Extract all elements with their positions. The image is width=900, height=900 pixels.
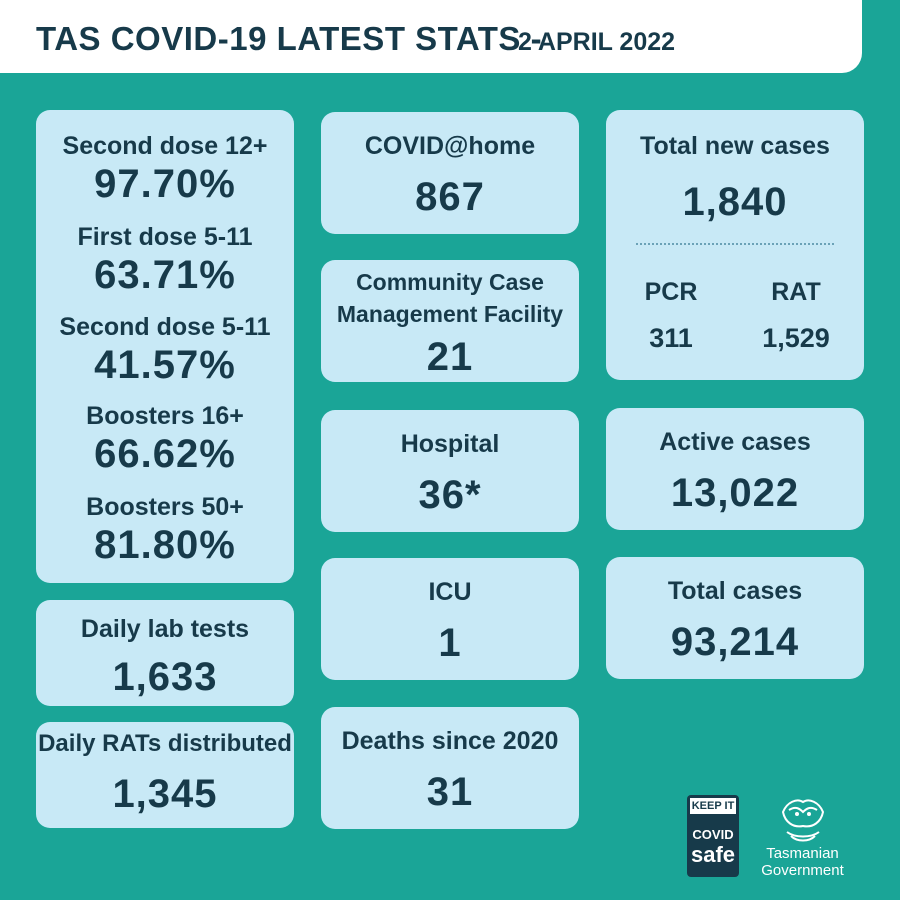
active-cases-card: Active cases 13,022 xyxy=(606,408,864,530)
total-cases-value: 93,214 xyxy=(670,620,800,664)
rat-label: RAT xyxy=(771,278,821,306)
deaths-value: 31 xyxy=(426,770,474,814)
covid-safe-keep-text: KEEP IT xyxy=(690,798,736,814)
new-cases-card: Total new cases 1,840 PCR RAT 311 1,529 xyxy=(606,110,864,380)
rat-value: 1,529 xyxy=(762,323,830,353)
covid-safe-logo: KEEP IT COVID safe xyxy=(687,795,739,877)
tasmanian-devil-icon xyxy=(781,799,825,842)
icu-card: ICU 1 xyxy=(321,558,579,680)
pcr-label: PCR xyxy=(644,278,698,306)
vaccination-label: Second dose 5-11 xyxy=(59,313,271,341)
divider xyxy=(636,243,834,245)
ccmf-card: Community Case Management Facility 21 xyxy=(321,260,579,382)
header-bar: TAS COVID-19 LATEST STATS - 2 APRIL 2022 xyxy=(0,0,862,73)
hospital-card: Hospital 36* xyxy=(321,410,579,532)
daily-lab-tests-value: 1,633 xyxy=(112,655,218,699)
covid-at-home-label: COVID@home xyxy=(364,132,536,160)
page-title: TAS COVID-19 LATEST STATS - xyxy=(36,20,543,57)
vaccination-label: Boosters 50+ xyxy=(86,493,244,521)
icu-label: ICU xyxy=(428,578,472,606)
daily-rats-value: 1,345 xyxy=(112,772,218,816)
total-cases-card: Total cases 93,214 xyxy=(606,557,864,679)
daily-rats-label: Daily RATs distributed xyxy=(38,730,292,757)
icu-value: 1 xyxy=(438,621,462,665)
daily-rats-card: Daily RATs distributed 1,345 xyxy=(36,722,294,828)
ccmf-label-line2: Management Facility xyxy=(336,301,564,327)
vaccination-value: 97.70% xyxy=(94,162,236,206)
vaccination-label: Second dose 12+ xyxy=(62,132,268,160)
vaccination-label: Boosters 16+ xyxy=(86,402,244,430)
ccmf-label-line1: Community Case xyxy=(356,269,544,295)
pcr-value: 311 xyxy=(649,323,693,353)
covid-safe-safe-text: safe xyxy=(690,842,736,867)
hospital-value: 36* xyxy=(418,473,482,517)
vaccination-label: First dose 5-11 xyxy=(77,223,253,251)
gov-line2: Government xyxy=(761,862,844,879)
new-cases-label: Total new cases xyxy=(640,132,830,160)
daily-lab-tests-card: Daily lab tests 1,633 xyxy=(36,600,294,706)
gov-line1: Tasmanian xyxy=(766,845,839,862)
vaccination-value: 81.80% xyxy=(94,523,236,567)
total-cases-label: Total cases xyxy=(667,577,803,605)
daily-lab-tests-label: Daily lab tests xyxy=(80,615,250,643)
tasmanian-government-logo: Tasmanian Government xyxy=(745,790,860,880)
covid-safe-covid-text: COVID xyxy=(692,827,734,842)
new-cases-value: 1,840 xyxy=(682,180,788,224)
covid-at-home-value: 867 xyxy=(415,175,485,219)
report-date: 2 APRIL 2022 xyxy=(518,28,676,56)
active-cases-value: 13,022 xyxy=(670,471,800,515)
vaccination-value: 66.62% xyxy=(94,432,236,476)
ccmf-value: 21 xyxy=(426,335,474,379)
covid-at-home-card: COVID@home 867 xyxy=(321,112,579,234)
deaths-card: Deaths since 2020 31 xyxy=(321,707,579,829)
hospital-label: Hospital xyxy=(400,430,500,458)
vaccination-card: Second dose 12+ 97.70% First dose 5-11 6… xyxy=(36,110,294,583)
active-cases-label: Active cases xyxy=(659,428,811,456)
vaccination-value: 63.71% xyxy=(94,253,236,297)
deaths-label: Deaths since 2020 xyxy=(341,727,559,755)
vaccination-value: 41.57% xyxy=(94,343,236,387)
